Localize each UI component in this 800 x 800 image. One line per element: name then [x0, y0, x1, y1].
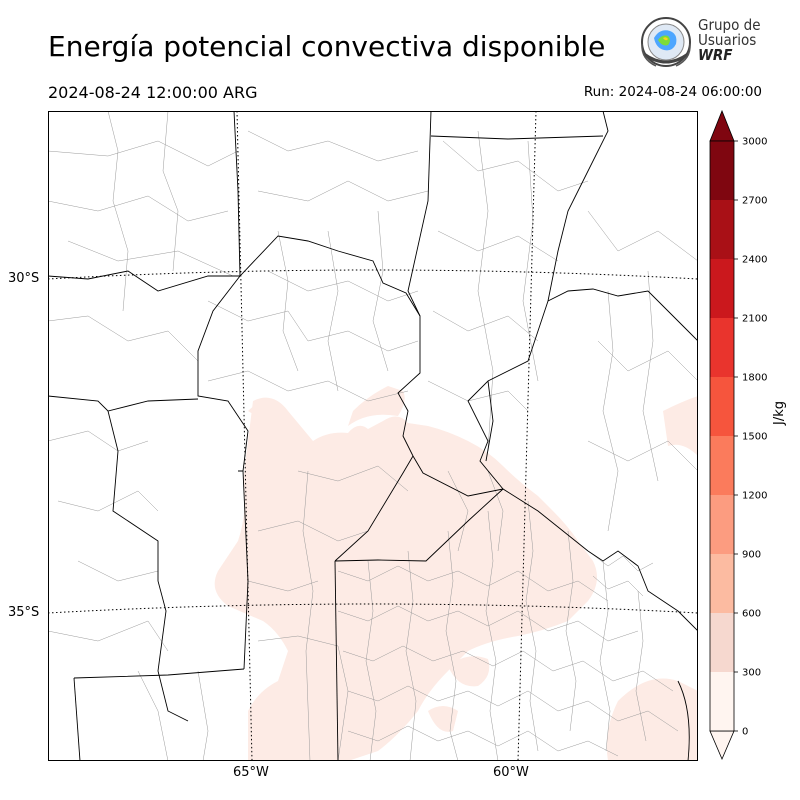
run-time: Run: 2024-08-24 06:00:00: [583, 84, 762, 100]
colorbar-extend-max: [709, 109, 735, 142]
longitude-label-60w: 60°W: [493, 765, 529, 780]
colorbar-segment: [710, 318, 734, 377]
map-panel: [48, 111, 698, 761]
longitude-label-65w: 65°W: [233, 765, 269, 780]
logo-line-1: Grupo de: [698, 16, 761, 34]
colorbar-tick-label: 1200: [742, 491, 767, 502]
colorbar-tick-label: 1800: [742, 373, 767, 384]
logo-line-3: WRF: [698, 46, 733, 64]
colorbar-segment: [710, 377, 734, 436]
latitude-label-35s: 35°S: [8, 605, 40, 620]
colorbar-tick-label: 2700: [742, 196, 767, 207]
globe-logo-icon: [641, 17, 691, 67]
province-boundaries: [48, 111, 698, 761]
graticule-lines: [48, 111, 698, 761]
colorbar-tick-label: 3000: [742, 137, 767, 148]
colorbar-tick-label: 300: [742, 668, 761, 679]
colorbar: 0 300 600 900 1200 1500 1800 2100 2400 2700 3000: [709, 109, 767, 761]
valid-time: 2024-08-24 12:00:00 ARG: [48, 83, 258, 102]
map-frame: [48, 111, 698, 761]
colorbar-tick-label: 900: [742, 550, 761, 561]
colorbar-segment: [710, 141, 734, 200]
colorbar-tick-label: 1500: [742, 432, 767, 443]
logo-line-2: Usuarios: [698, 31, 757, 49]
colorbar-tick-label: 2100: [742, 314, 767, 325]
colorbar-segment: [710, 495, 734, 554]
chart-title: Energía potencial convectiva disponible: [48, 30, 606, 63]
colorbar-unit-label: J/kg: [772, 401, 787, 425]
colorbar-segment: [710, 554, 734, 613]
wrf-logo: Grupo de Usuarios WRF: [636, 14, 776, 74]
colorbar-extend-min: [709, 730, 735, 761]
latitude-label-30s: 30°S: [8, 271, 40, 286]
colorbar-segment: [710, 613, 734, 672]
colorbar-segment: [710, 672, 734, 731]
department-boundaries: [48, 111, 698, 761]
colorbar-segment: [710, 259, 734, 318]
colorbar-tick-label: 600: [742, 609, 761, 620]
colorbar-segment: [710, 436, 734, 495]
colorbar-segment: [710, 200, 734, 259]
cape-shaded-area: [214, 386, 698, 761]
colorbar-tick-label: 2400: [742, 255, 767, 266]
colorbar-tick-label: 0: [742, 727, 748, 738]
